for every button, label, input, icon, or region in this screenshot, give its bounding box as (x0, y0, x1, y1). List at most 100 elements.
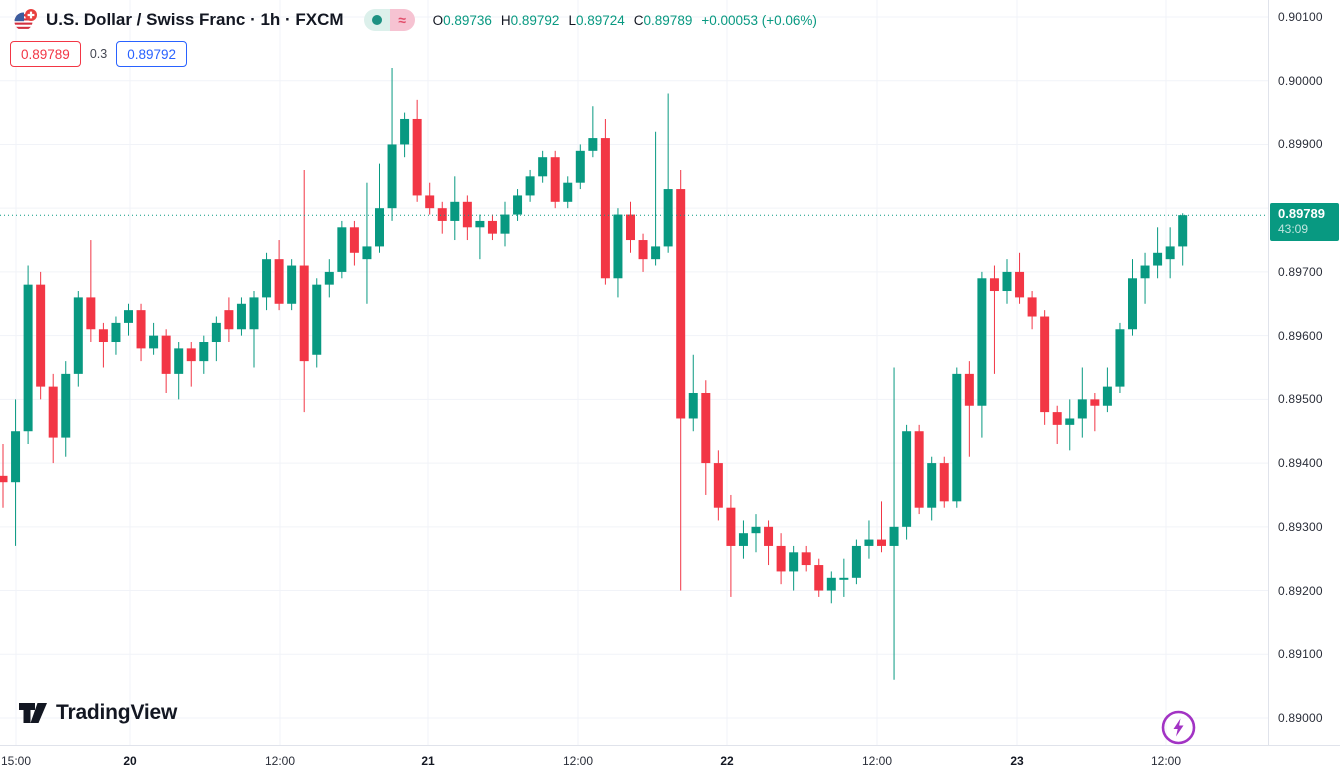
candle-body (337, 227, 347, 272)
candle-body (588, 138, 598, 151)
candle-body (989, 278, 999, 292)
candle-body (952, 373, 962, 502)
open-value: 0.89736 (443, 12, 492, 28)
candle-body (249, 297, 259, 330)
candle-body (262, 259, 272, 298)
price-tick-label: 0.89400 (1278, 456, 1323, 471)
candle-body (174, 348, 184, 374)
candle-body (1128, 278, 1137, 330)
candle-body (287, 265, 297, 304)
tradingview-mark-icon (19, 703, 47, 723)
time-tick-label: 12:00 (861, 754, 893, 768)
symbol-title[interactable]: U.S. Dollar / Swiss Franc · 1h · FXCM (46, 10, 344, 29)
price-tick-label: 0.89500 (1278, 392, 1323, 407)
candle-body (513, 195, 523, 215)
candle-body (500, 214, 510, 234)
current-price-value: 0.89789 (1278, 206, 1325, 222)
candle-body (764, 526, 774, 546)
candle-body (1115, 329, 1125, 387)
price-axis[interactable]: 0.901000.900000.899000.898000.897000.896… (1268, 0, 1340, 745)
candle-body (600, 138, 610, 279)
candle-body (23, 284, 33, 432)
candle-body (751, 526, 761, 534)
candle-body (1015, 271, 1025, 298)
candle-body (0, 475, 8, 483)
candle-body (1052, 412, 1062, 425)
candle-body (450, 201, 460, 221)
market-status-pill[interactable]: ≈ (363, 9, 415, 31)
price-tick-label: 0.89200 (1278, 583, 1323, 598)
candle-body (11, 431, 21, 483)
candle-body (400, 118, 410, 145)
time-tick-label: 12:00 (1150, 754, 1182, 768)
candle-body (73, 297, 83, 374)
candle-body (550, 157, 560, 202)
candle-body (726, 507, 736, 546)
candle-body (902, 431, 912, 527)
candle-body (136, 310, 146, 349)
candle-body (236, 303, 246, 330)
candle-body (676, 189, 686, 419)
close-label: C (633, 12, 644, 28)
candle-body (889, 526, 899, 546)
current-price-label: 0.89789 43:09 (1270, 203, 1339, 242)
candle-body (274, 259, 284, 304)
candle-body (375, 208, 384, 247)
candle-body (387, 144, 397, 209)
candlestick-chart[interactable] (0, 0, 1268, 745)
candle-body (199, 342, 209, 362)
candle-body (462, 201, 472, 228)
candle-body (1040, 316, 1050, 413)
candle-body (98, 329, 108, 343)
tradingview-logo[interactable]: TradingView (18, 699, 177, 727)
low-label: L (568, 12, 576, 28)
low-value: 0.89724 (575, 12, 625, 28)
candle-body (1077, 399, 1087, 419)
candle-body (1102, 386, 1112, 406)
chart-plot-area[interactable] (0, 0, 1268, 745)
candle-body (312, 284, 322, 355)
ohlc-legend: O0.89736 H0.89792 L0.89724 C0.89789 +0.0… (433, 13, 817, 28)
candle-body (1065, 418, 1075, 425)
candle-body (224, 310, 234, 330)
candle-body (688, 392, 698, 419)
candle-body (124, 310, 133, 323)
candle-body (36, 284, 46, 387)
candle-body (776, 545, 786, 572)
candle-body (299, 265, 309, 362)
candle-body (211, 322, 221, 343)
price-tick-label: 0.90000 (1278, 73, 1323, 88)
change-value: +0.00053 (+0.06%) (701, 12, 817, 28)
buy-button[interactable]: 0.89792 (116, 41, 188, 67)
price-tick-label: 0.89100 (1278, 647, 1323, 662)
candle-body (801, 552, 811, 566)
candle-body (48, 386, 58, 438)
candle-body (638, 240, 648, 260)
time-tick-label: 12:00 (264, 754, 296, 768)
candle-body (851, 545, 861, 578)
market-open-dot-icon (371, 15, 382, 25)
flash-boost-button[interactable] (1160, 709, 1197, 746)
candle-body (1165, 246, 1175, 260)
close-value: 0.89789 (643, 12, 693, 28)
sell-button[interactable]: 0.89789 (10, 41, 81, 67)
high-value: 0.89792 (510, 12, 560, 28)
candle-body (362, 246, 372, 260)
candle-body (826, 577, 836, 591)
candle-body (814, 565, 824, 591)
time-axis[interactable]: 15:00 20 12:00 21 12:00 22 12:00 23 12:00 (0, 745, 1340, 779)
candle-body (487, 220, 497, 234)
bar-countdown: 43:09 (1278, 222, 1309, 237)
tradingview-logo-text: TradingView (56, 701, 178, 724)
candle-body (86, 297, 96, 330)
candle-body (563, 182, 573, 202)
candle-body (538, 157, 548, 177)
spread-value: 0.3 (89, 47, 108, 61)
candle-body (839, 577, 849, 580)
candle-body (1140, 265, 1150, 279)
candle-body (412, 118, 422, 196)
time-tick-label: 22 (720, 754, 734, 768)
candle-body (349, 227, 359, 253)
candle-body (713, 463, 723, 508)
candle-body (927, 463, 937, 508)
